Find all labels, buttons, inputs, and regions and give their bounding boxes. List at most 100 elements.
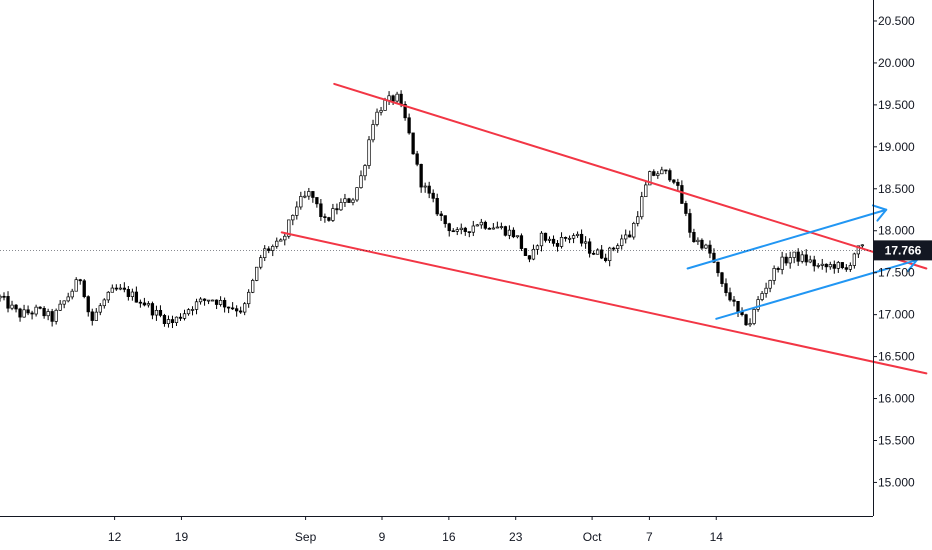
candle-body bbox=[760, 293, 764, 300]
candle-body bbox=[720, 272, 724, 284]
candle-body bbox=[515, 235, 520, 238]
candle-body bbox=[94, 311, 98, 321]
candle-body bbox=[271, 245, 275, 251]
price-axis[interactable]: 20.500 20.000 19.500 19.000 18.500 18.000 17.5… bbox=[873, 14, 915, 489]
candle-body bbox=[744, 314, 748, 326]
candle-body bbox=[331, 208, 335, 221]
candle-body bbox=[668, 170, 672, 181]
x-tick-label: 23 bbox=[509, 530, 523, 544]
candle-body bbox=[186, 309, 191, 315]
candle-body bbox=[243, 303, 247, 313]
candle-body bbox=[367, 139, 371, 166]
candle-body bbox=[339, 202, 343, 211]
candle-body bbox=[455, 229, 459, 232]
candle-body bbox=[664, 169, 668, 172]
y-tick-label: 17.000 bbox=[878, 308, 915, 322]
candle-body bbox=[134, 291, 139, 303]
candle-body bbox=[628, 234, 632, 238]
drawings-layer[interactable] bbox=[280, 82, 928, 375]
candle-body bbox=[146, 303, 151, 306]
candle-body bbox=[491, 227, 496, 230]
candle-body bbox=[612, 247, 616, 250]
candle-body bbox=[22, 309, 26, 318]
candle-body bbox=[483, 221, 487, 229]
candle-body bbox=[547, 238, 552, 241]
candle-body bbox=[415, 153, 419, 165]
candle-body bbox=[503, 226, 508, 236]
candle-body bbox=[531, 248, 536, 260]
y-tick-label: 18.500 bbox=[878, 182, 915, 196]
candle-body bbox=[700, 239, 704, 249]
candle-body bbox=[26, 309, 30, 314]
candle-body bbox=[636, 216, 640, 224]
candle-body bbox=[595, 249, 600, 255]
channel-line[interactable] bbox=[280, 231, 928, 375]
x-tick-label: 19 bbox=[175, 530, 189, 544]
candle-body bbox=[267, 248, 271, 251]
candle-body bbox=[648, 171, 652, 186]
candle-body bbox=[222, 300, 227, 308]
candle-body bbox=[459, 227, 463, 230]
candle-body bbox=[303, 195, 307, 198]
candle-body bbox=[479, 221, 483, 226]
trend-arrow-line[interactable] bbox=[715, 259, 918, 320]
candle-body bbox=[419, 163, 423, 188]
candle-body bbox=[166, 319, 171, 324]
candle-body bbox=[463, 227, 467, 232]
candle-body bbox=[14, 304, 18, 310]
candle-body bbox=[118, 287, 122, 290]
candle-body bbox=[214, 299, 219, 305]
time-axis[interactable]: 12 19 Sep 9 16 23 Oct 7 14 bbox=[108, 516, 723, 544]
candle-body bbox=[375, 111, 379, 125]
candle-body bbox=[126, 289, 131, 297]
candle-body bbox=[46, 311, 50, 317]
candle-body bbox=[539, 232, 544, 247]
candle-body bbox=[555, 243, 560, 247]
trend-arrow-line[interactable] bbox=[686, 208, 888, 270]
last-price-badge bbox=[874, 240, 932, 261]
candle-body bbox=[583, 241, 588, 244]
candle-body bbox=[591, 252, 596, 255]
candle-body bbox=[106, 291, 110, 301]
candle-body bbox=[800, 254, 804, 262]
candle-body bbox=[840, 262, 844, 269]
candle-body bbox=[351, 199, 355, 203]
channel-line[interactable] bbox=[333, 82, 928, 270]
candle-body bbox=[299, 196, 303, 208]
last-price-tag: 17.766 bbox=[874, 240, 932, 261]
candle-body bbox=[335, 208, 339, 211]
candle-body bbox=[255, 266, 259, 281]
candle-body bbox=[684, 203, 688, 214]
candle-body bbox=[495, 226, 500, 229]
candle-body bbox=[18, 308, 22, 318]
candle-body bbox=[567, 237, 572, 240]
candle-body bbox=[435, 198, 439, 215]
candle-body bbox=[571, 235, 576, 239]
candle-body bbox=[154, 309, 159, 316]
candle-body bbox=[728, 292, 732, 301]
candle-body bbox=[772, 268, 776, 281]
candle-body bbox=[704, 244, 708, 249]
y-tick-label: 16.500 bbox=[878, 350, 915, 364]
candle-body bbox=[311, 191, 315, 198]
candle-body bbox=[174, 316, 179, 323]
candle-body bbox=[319, 203, 323, 217]
candle-body bbox=[451, 230, 455, 233]
candle-body bbox=[327, 217, 331, 221]
y-tick-label: 16.000 bbox=[878, 392, 915, 406]
candle-body bbox=[676, 181, 680, 186]
candle-body bbox=[784, 256, 788, 264]
candle-body bbox=[411, 132, 415, 155]
candle-body bbox=[395, 93, 399, 102]
candle-body bbox=[110, 287, 114, 293]
candle-body bbox=[58, 303, 62, 311]
candle-body bbox=[632, 223, 636, 238]
candle-body bbox=[182, 313, 187, 319]
candle-body bbox=[848, 265, 852, 270]
candle-body bbox=[427, 185, 431, 194]
candle-body bbox=[78, 279, 82, 282]
candle-body bbox=[604, 257, 608, 261]
candle-body bbox=[624, 234, 628, 240]
candle-body bbox=[102, 299, 106, 307]
